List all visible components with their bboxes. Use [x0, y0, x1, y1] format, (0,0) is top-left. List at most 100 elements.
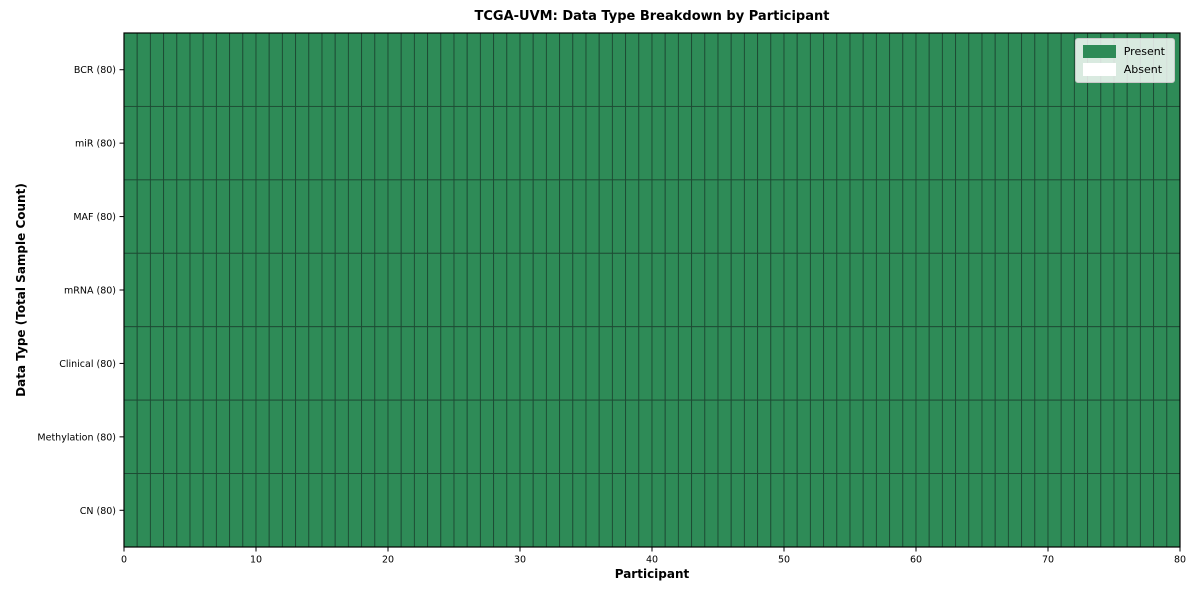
heatmap-cell: [823, 399, 838, 475]
heatmap-cell: [321, 326, 336, 401]
heatmap-cell: [427, 179, 442, 254]
heatmap-cell: [1126, 326, 1141, 401]
heatmap-cell: [889, 252, 904, 328]
heatmap-cell: [677, 326, 693, 401]
heatmap-cell: [955, 32, 970, 107]
heatmap-cell: [281, 179, 297, 254]
heatmap-cell: [242, 326, 257, 401]
heatmap-cell: [691, 252, 706, 328]
heatmap-cell: [163, 399, 178, 475]
heatmap-cell: [875, 32, 891, 107]
heatmap-cell: [968, 473, 983, 548]
heatmap-cell: [823, 32, 838, 107]
heatmap-cell: [981, 326, 996, 401]
heatmap-cell: [968, 252, 983, 328]
heatmap-cell: [889, 326, 904, 401]
heatmap-cell: [625, 326, 640, 401]
heatmap-cell: [730, 326, 745, 401]
heatmap-cell: [387, 326, 402, 401]
heatmap-cell: [347, 105, 363, 181]
heatmap-cell: [242, 252, 257, 328]
heatmap-cell: [572, 399, 587, 475]
heatmap-cell: [717, 473, 732, 548]
heatmap-cell: [809, 105, 825, 181]
heatmap-cell: [559, 399, 574, 475]
heatmap-cell: [1139, 105, 1155, 181]
heatmap-cell: [823, 326, 838, 401]
heatmap-cell: [611, 399, 627, 475]
heatmap-cell: [268, 105, 283, 181]
heatmap-cell: [1060, 179, 1075, 254]
heatmap-cell: [334, 252, 349, 328]
heatmap-cell: [427, 32, 442, 107]
heatmap-cell: [625, 473, 640, 548]
heatmap-cell: [1034, 252, 1049, 328]
heatmap-cell: [242, 105, 257, 181]
heatmap-cell: [1087, 105, 1102, 181]
heatmap-cell: [889, 473, 904, 548]
heatmap-cell: [1126, 105, 1141, 181]
heatmap-cell: [1007, 32, 1023, 107]
heatmap-cell: [770, 252, 785, 328]
heatmap-cell: [1007, 179, 1023, 254]
heatmap-cell: [1139, 326, 1155, 401]
heatmap-cell: [1166, 179, 1181, 254]
heatmap-cell: [308, 399, 323, 475]
heatmap-cell: [440, 105, 455, 181]
heatmap-cell: [743, 105, 759, 181]
heatmap-cell: [123, 105, 138, 181]
heatmap-cell: [479, 105, 495, 181]
heatmap-cell: [968, 326, 983, 401]
heatmap-cell: [361, 326, 376, 401]
heatmap-cell: [743, 326, 759, 401]
heatmap-cell: [1100, 399, 1115, 475]
heatmap-cell: [532, 252, 547, 328]
heatmap-cell: [585, 473, 600, 548]
heatmap-cell: [413, 326, 429, 401]
heatmap-cell: [532, 32, 547, 107]
heatmap-cell: [136, 252, 151, 328]
heatmap-cell: [532, 326, 547, 401]
heatmap-cell: [1153, 252, 1168, 328]
heatmap-cell: [598, 32, 613, 107]
heatmap-cell: [400, 32, 415, 107]
heatmap-cell: [1126, 399, 1141, 475]
heatmap-cell: [1073, 473, 1089, 548]
heatmap-cell: [347, 252, 363, 328]
heatmap-cell: [585, 32, 600, 107]
heatmap-cell: [902, 326, 917, 401]
heatmap-cell: [136, 473, 151, 548]
heatmap-cell: [862, 326, 877, 401]
heatmap-cell: [994, 252, 1009, 328]
heatmap-cell: [1126, 179, 1141, 254]
heatmap-cell: [1113, 252, 1128, 328]
heatmap-cell: [268, 473, 283, 548]
heatmap-cell: [559, 179, 574, 254]
heatmap-cell: [743, 32, 759, 107]
heatmap-cell: [730, 179, 745, 254]
heatmap-cell: [889, 399, 904, 475]
heatmap-cell: [321, 32, 336, 107]
heatmap-cell: [1021, 179, 1036, 254]
heatmap-cell: [717, 179, 732, 254]
legend-label-present: Present: [1123, 45, 1165, 58]
heatmap-cell: [770, 326, 785, 401]
heatmap-cell: [585, 105, 600, 181]
heatmap-cell: [862, 105, 877, 181]
heatmap-cell: [1073, 399, 1089, 475]
legend-label-absent: Absent: [1123, 63, 1163, 76]
heatmap-cell: [453, 473, 468, 548]
heatmap-cell: [532, 179, 547, 254]
heatmap-cell: [875, 252, 891, 328]
heatmap-cell: [1153, 179, 1168, 254]
heatmap-cell: [308, 473, 323, 548]
heatmap-cell: [374, 32, 389, 107]
heatmap-cell: [1087, 399, 1102, 475]
heatmap-cell: [506, 32, 521, 107]
heatmap-cell: [955, 105, 970, 181]
heatmap-cell: [427, 326, 442, 401]
heatmap-cell: [281, 326, 297, 401]
heatmap-cell: [915, 105, 930, 181]
heatmap-cell: [585, 399, 600, 475]
heatmap-cell: [1166, 252, 1181, 328]
